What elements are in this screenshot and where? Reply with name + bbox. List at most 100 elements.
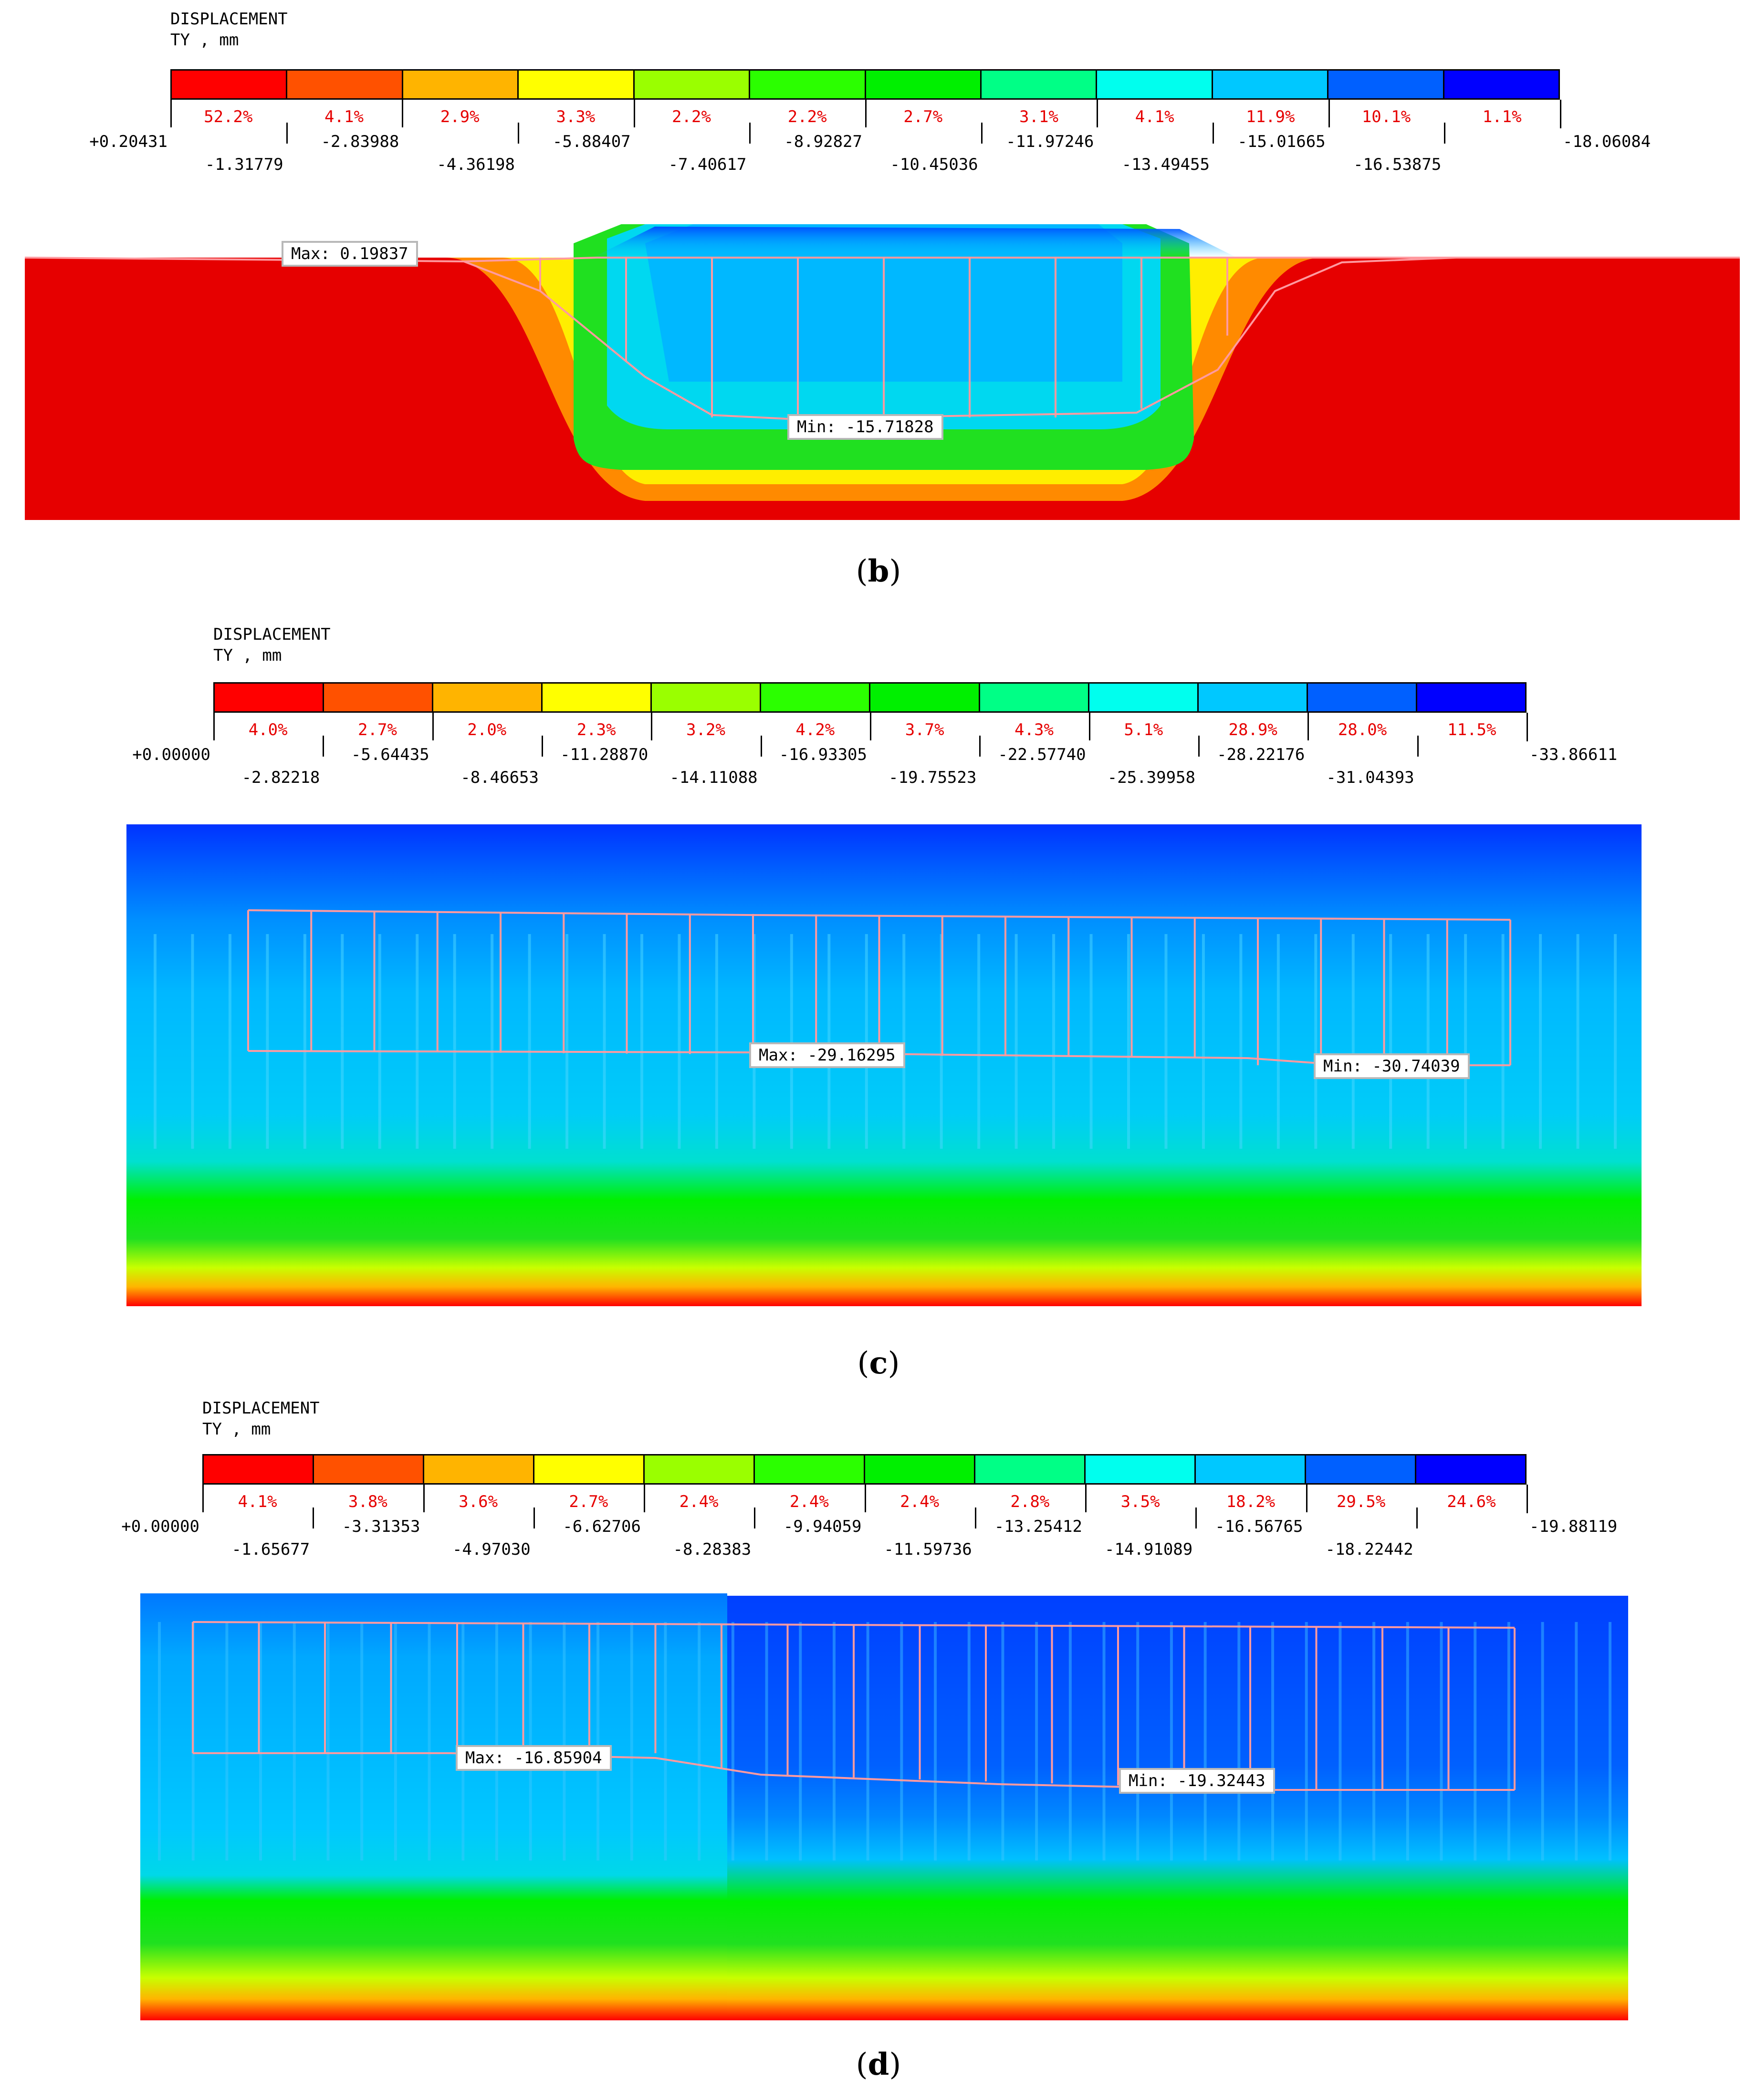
- legend-tick: [170, 100, 172, 127]
- legend-tick: [542, 736, 543, 757]
- legend-value: -19.75523: [889, 768, 977, 787]
- legend-percent: 2.2%: [672, 107, 711, 126]
- legend-swatch: [1213, 71, 1329, 98]
- legend-swatch: [980, 684, 1089, 711]
- legend-swatch: [1089, 684, 1199, 711]
- legend-swatch: [424, 1455, 534, 1483]
- legend-percent: 29.5%: [1336, 1492, 1386, 1511]
- legend-title: DISPLACEMENT TY , mm: [202, 1398, 320, 1440]
- legend-value: -25.39958: [1107, 768, 1195, 787]
- panel-c: DISPLACEMENT TY , mm Max: -29.16295 Min:…: [0, 615, 1757, 1407]
- min-label: Min: -15.71828: [787, 414, 943, 440]
- legend-tick: [749, 123, 751, 144]
- legend-value: -11.28870: [560, 745, 648, 764]
- column-ridges: [158, 1622, 1611, 1861]
- legend-swatch: [1416, 1455, 1525, 1483]
- legend-value: -16.53875: [1353, 155, 1442, 174]
- legend-tick: [644, 1485, 645, 1512]
- legend-value: -18.22442: [1325, 1540, 1413, 1559]
- legend-percent: 3.3%: [556, 107, 596, 126]
- legend-tick: [533, 1507, 535, 1528]
- legend-swatch: [519, 71, 635, 98]
- legend-title-line1: DISPLACEMENT: [213, 625, 331, 644]
- legend-value: -13.25412: [994, 1517, 1082, 1536]
- panel-letter: d: [868, 2047, 889, 2082]
- legend-tick: [1097, 100, 1098, 127]
- legend-value: +0.20431: [89, 132, 167, 151]
- legend-percent: 2.8%: [1010, 1492, 1050, 1511]
- legend-percent: 4.0%: [248, 720, 288, 739]
- settlement-profile-top: [248, 909, 1511, 921]
- legend-percent: 52.2%: [204, 107, 253, 126]
- max-label: Max: -29.16295: [749, 1042, 905, 1068]
- legend-value: -9.94059: [783, 1517, 862, 1536]
- legend-percent: 2.7%: [903, 107, 943, 126]
- legend-percent: 2.4%: [900, 1492, 940, 1511]
- legend-tick: [1198, 736, 1200, 757]
- legend-tick: [402, 100, 404, 127]
- legend-percent: 18.2%: [1226, 1492, 1276, 1511]
- legend-tick: [979, 736, 981, 757]
- legend-value: +0.00000: [132, 745, 210, 764]
- legend-swatch: [870, 684, 980, 711]
- legend-swatch: [1086, 1455, 1196, 1483]
- legend-swatch: [865, 1455, 975, 1483]
- legend-tick: [651, 713, 653, 740]
- panel-caption: (d): [856, 2047, 901, 2082]
- legend-percent: 3.5%: [1120, 1492, 1160, 1511]
- legend-value: -8.46653: [460, 768, 539, 787]
- legend-value: -11.59736: [884, 1540, 972, 1559]
- legend-percent: 5.1%: [1124, 720, 1163, 739]
- embankment-top: [593, 227, 1237, 258]
- legend-swatch: [975, 1455, 1086, 1483]
- legend-value: -18.06084: [1563, 132, 1651, 151]
- legend-percent: 2.7%: [358, 720, 397, 739]
- legend-tick: [1527, 1485, 1528, 1513]
- legend-value: -3.31353: [342, 1517, 420, 1536]
- legend-tick: [518, 123, 519, 144]
- panel-letter: c: [869, 1345, 888, 1381]
- legend-swatch: [1306, 1455, 1416, 1483]
- soil-background-right: [727, 1596, 1628, 2020]
- displacement-contour-map: [140, 1593, 1628, 2020]
- legend-swatch: [1417, 684, 1525, 711]
- legend-tick: [760, 736, 762, 757]
- legend-swatch: [645, 1455, 755, 1483]
- column-ridges: [154, 934, 1617, 1149]
- panel-d: DISPLACEMENT TY , mm: [0, 1398, 1757, 2100]
- legend-title-line1: DISPLACEMENT: [202, 1399, 320, 1418]
- legend-percent: 2.2%: [787, 107, 827, 126]
- legend-swatch: [1307, 684, 1417, 711]
- legend-value: -15.01665: [1237, 132, 1326, 151]
- legend-value: -13.49455: [1121, 155, 1210, 174]
- legend-value: -28.22176: [1217, 745, 1305, 764]
- legend-swatch: [866, 71, 982, 98]
- legend-swatch: [1328, 71, 1444, 98]
- color-legend-bar: [213, 682, 1527, 713]
- legend-percent: 28.9%: [1228, 720, 1277, 739]
- displacement-contour-map: [25, 224, 1740, 520]
- legend-tick: [1085, 1485, 1087, 1512]
- legend-value: -16.56765: [1215, 1517, 1303, 1536]
- max-label: Max: -16.85904: [456, 1745, 612, 1771]
- legend-swatch: [433, 684, 543, 711]
- legend-percent: 10.1%: [1361, 107, 1411, 126]
- legend-tick: [870, 713, 871, 740]
- legend-tick: [323, 736, 324, 757]
- legend-value: -22.57740: [998, 745, 1086, 764]
- legend-percent: 11.9%: [1246, 107, 1295, 126]
- legend-swatch: [652, 684, 762, 711]
- legend-tick: [1444, 123, 1446, 144]
- legend-percent: 2.7%: [569, 1492, 608, 1511]
- legend-percent: 4.1%: [324, 107, 364, 126]
- legend-swatch: [981, 71, 1098, 98]
- legend-title-line1: DISPLACEMENT: [170, 10, 288, 29]
- legend-swatch: [287, 71, 403, 98]
- legend-value: -5.64435: [351, 745, 429, 764]
- legend-value: -19.88119: [1529, 1517, 1618, 1536]
- legend-tick: [754, 1507, 756, 1528]
- legend-value: -7.40617: [668, 155, 747, 174]
- legend-tick: [313, 1507, 314, 1528]
- legend-value: -4.36198: [437, 155, 515, 174]
- legend-percent: 1.1%: [1482, 107, 1522, 126]
